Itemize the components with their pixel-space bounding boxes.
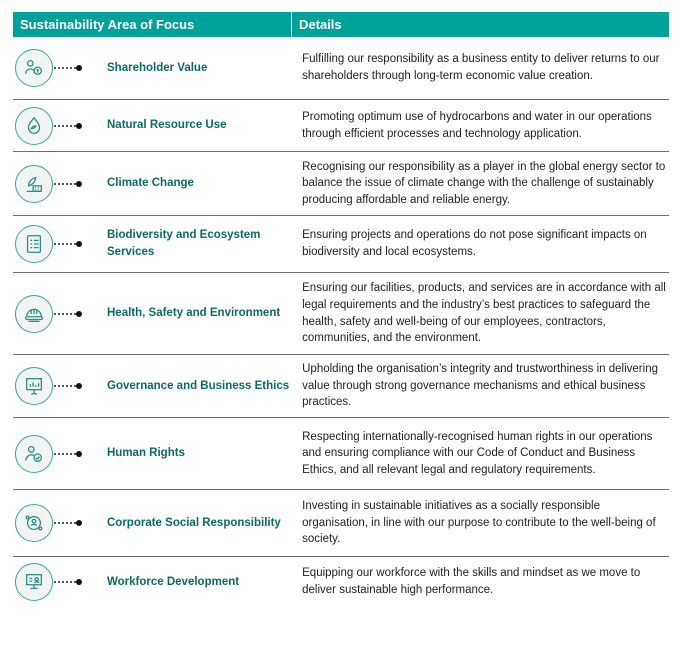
area-label: Governance and Business Ethics [107,379,290,392]
climate-icon [15,164,53,203]
connector-dots [54,67,76,69]
table-row: Climate Change Recognising our responsib… [13,152,669,216]
hard-hat-icon [15,294,53,333]
table-row: Shareholder Value Fulfilling our respons… [13,37,669,100]
detail-text: Fulfilling our responsibility as a busin… [302,53,660,82]
table-row: Health, Safety and Environment Ensuring … [13,273,669,355]
bullet-dot [76,450,82,457]
area-label: Corporate Social Responsibility [107,516,281,529]
bullet-dot [76,520,82,526]
table-row: Workforce Development Equipping our work… [13,557,669,607]
detail-text: Respecting internationally-recognised hu… [302,430,653,476]
table-header: Sustainability Area of Focus Details [13,12,669,37]
header-details: Details [299,17,342,32]
table-row: Natural Resource Use Promoting optimum u… [13,100,669,152]
area-cell: Biodiversity and Ecosystem Services [13,216,295,272]
area-cell: Natural Resource Use [13,100,295,151]
detail-text: Investing in sustainable initiatives as … [302,500,656,546]
presentation-chart-icon [15,367,53,405]
connector-dots [54,312,76,315]
checklist-icon [15,225,53,263]
area-cell: Governance and Business Ethics [13,355,295,417]
connector-dots [54,182,76,185]
area-cell: Human Rights [13,418,295,489]
connector-dots [54,581,76,583]
table-row: Human Rights Respecting internationally-… [13,418,669,490]
bullet-dot [76,310,82,317]
table-row: Governance and Business Ethics Upholding… [13,355,669,418]
detail-text: Promoting optimum use of hydrocarbons an… [302,110,652,140]
shareholder-icon [15,49,53,87]
detail-text: Ensuring projects and operations do not … [302,229,647,258]
area-label: Climate Change [107,177,194,189]
area-label: Human Rights [107,447,185,459]
connector-dots [54,243,76,245]
area-cell: Health, Safety and Environment [13,273,295,354]
bullet-dot [76,241,82,247]
area-cell: Workforce Development [13,557,295,607]
detail-text: Ensuring our facilities, products, and s… [302,282,666,345]
bullet-dot [76,383,82,389]
connector-dots [54,522,76,524]
area-label: Shareholder Value [107,61,208,74]
area-cell: Climate Change [13,152,295,215]
connector-dots [54,385,76,387]
header-area-of-focus: Sustainability Area of Focus [13,12,292,37]
area-label: Health, Safety and Environment [107,307,281,319]
table-row: Corporate Social Responsibility Investin… [13,490,669,557]
table-row: Biodiversity and Ecosystem Services Ensu… [13,216,669,273]
person-check-icon [15,434,53,473]
area-label: Workforce Development [107,575,240,588]
training-icon [15,563,53,601]
bullet-dot [76,122,82,129]
area-label: Biodiversity and Ecosystem Services [107,229,261,258]
area-cell: Shareholder Value [13,37,295,99]
bullet-dot [76,579,82,585]
connector-dots [54,124,76,127]
bullet-dot [76,65,82,71]
community-icon [15,504,53,542]
water-leaf-icon [15,106,53,145]
detail-text: Recognising our responsibility as a play… [302,160,666,206]
area-cell: Corporate Social Responsibility [13,490,295,556]
bullet-dot [76,180,82,187]
detail-text: Upholding the organisation’s integrity a… [302,363,658,409]
area-label: Natural Resource Use [107,119,227,131]
connector-dots [54,452,76,455]
sustainability-table: Sustainability Area of Focus Details Sha… [13,12,669,607]
detail-text: Equipping our workforce with the skills … [302,567,641,596]
